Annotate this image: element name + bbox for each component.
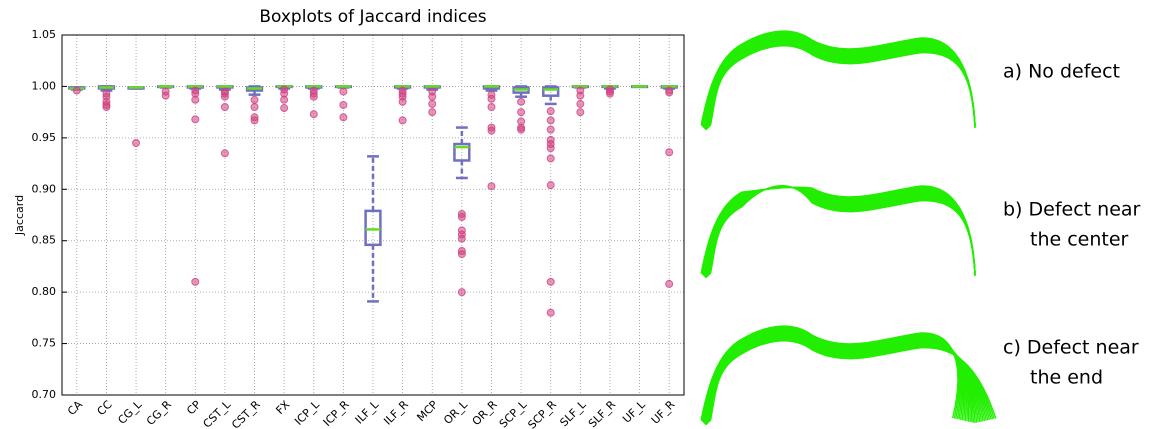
x-tick-label: UF_R (649, 398, 678, 427)
flier (547, 117, 554, 124)
panel-label: the end (1030, 367, 1103, 389)
x-tick-label: FX (273, 398, 292, 417)
flier (488, 183, 495, 190)
y-tick-label: 0.85 (32, 234, 57, 247)
x-tick-label: ILF_R (381, 398, 411, 428)
flier (518, 98, 525, 105)
x-tick-label: SCP_L (497, 397, 530, 429)
flier (399, 117, 406, 124)
flier (340, 101, 347, 108)
figure: Boxplots of Jaccard indices Jaccard 0.70… (0, 0, 1168, 429)
x-tick-label: CST_L (201, 397, 234, 429)
x-tick-label: CG_R (144, 398, 174, 428)
x-tick-label: MCP (414, 398, 440, 424)
flier (251, 117, 258, 124)
flier (133, 140, 140, 147)
flier (340, 114, 347, 121)
x-tick-label: ICP_R (321, 398, 352, 429)
x-tick-label: CST_R (229, 398, 263, 429)
flier (666, 149, 673, 156)
flier (547, 278, 554, 285)
y-tick-label: 1.00 (32, 79, 57, 92)
y-tick-label: 0.70 (32, 388, 57, 401)
flier (577, 92, 584, 99)
flier (221, 150, 228, 157)
y-tick-label: 0.90 (32, 182, 57, 195)
flier (221, 93, 228, 100)
flier (488, 127, 495, 134)
flier (518, 109, 525, 116)
flier (340, 88, 347, 95)
flier (103, 104, 110, 111)
panel-label: the center (1030, 229, 1129, 251)
flier (162, 92, 169, 99)
flier (221, 104, 228, 111)
y-tick-label: 1.05 (32, 28, 57, 41)
flier (429, 109, 436, 116)
y-tick-label: 0.95 (32, 131, 57, 144)
flier (281, 96, 288, 103)
x-tick-label: OR_R (470, 398, 500, 428)
x-tick-label: ICP_L (292, 397, 322, 427)
x-tick-label: SLF_L (557, 397, 589, 429)
flier (547, 309, 554, 316)
panel-label: a) No defect (1003, 61, 1120, 83)
flier (251, 104, 258, 111)
flier (547, 155, 554, 162)
chart-title: Boxplots of Jaccard indices (259, 7, 486, 27)
x-tick-label: ILF_L (353, 397, 382, 426)
y-axis-label: Jaccard (13, 195, 26, 236)
x-tick-label: OR_L (441, 397, 471, 427)
flier (458, 251, 465, 258)
fiber-bundle (701, 31, 975, 130)
flier (577, 100, 584, 107)
flier (310, 111, 317, 118)
flier (310, 93, 317, 100)
flier (488, 95, 495, 102)
flier (429, 100, 436, 107)
flier (547, 108, 554, 115)
flier (666, 89, 673, 96)
y-tick-label: 0.80 (32, 285, 57, 298)
flier (192, 278, 199, 285)
x-tick-label: SCP_R (525, 398, 559, 429)
panel-label: c) Defect near (1003, 337, 1139, 359)
x-tick-label: UF_L (620, 397, 648, 425)
flier (666, 280, 673, 287)
flier (281, 105, 288, 112)
flier (488, 104, 495, 111)
flier (547, 182, 554, 189)
flier (606, 90, 613, 97)
x-tick-label: CG_L (115, 397, 144, 426)
flier (458, 289, 465, 296)
flier (518, 126, 525, 133)
flier (458, 235, 465, 242)
flier (547, 145, 554, 152)
x-tick-label: CA (65, 398, 85, 418)
x-tick-label: CP (184, 398, 204, 418)
flier (429, 93, 436, 100)
flier (192, 116, 199, 123)
flier (458, 214, 465, 221)
flier (192, 96, 199, 103)
flier (399, 98, 406, 105)
flier (251, 96, 258, 103)
y-tick-label: 0.75 (32, 337, 57, 350)
flier (577, 109, 584, 116)
x-tick-label: CC (95, 398, 115, 418)
flier (547, 126, 554, 133)
panel-label: b) Defect near (1003, 199, 1141, 221)
x-tick-label: SLF_R (586, 398, 618, 429)
fiber-bundle (701, 186, 975, 278)
flier (73, 87, 80, 94)
fiber-bundle (701, 326, 996, 425)
